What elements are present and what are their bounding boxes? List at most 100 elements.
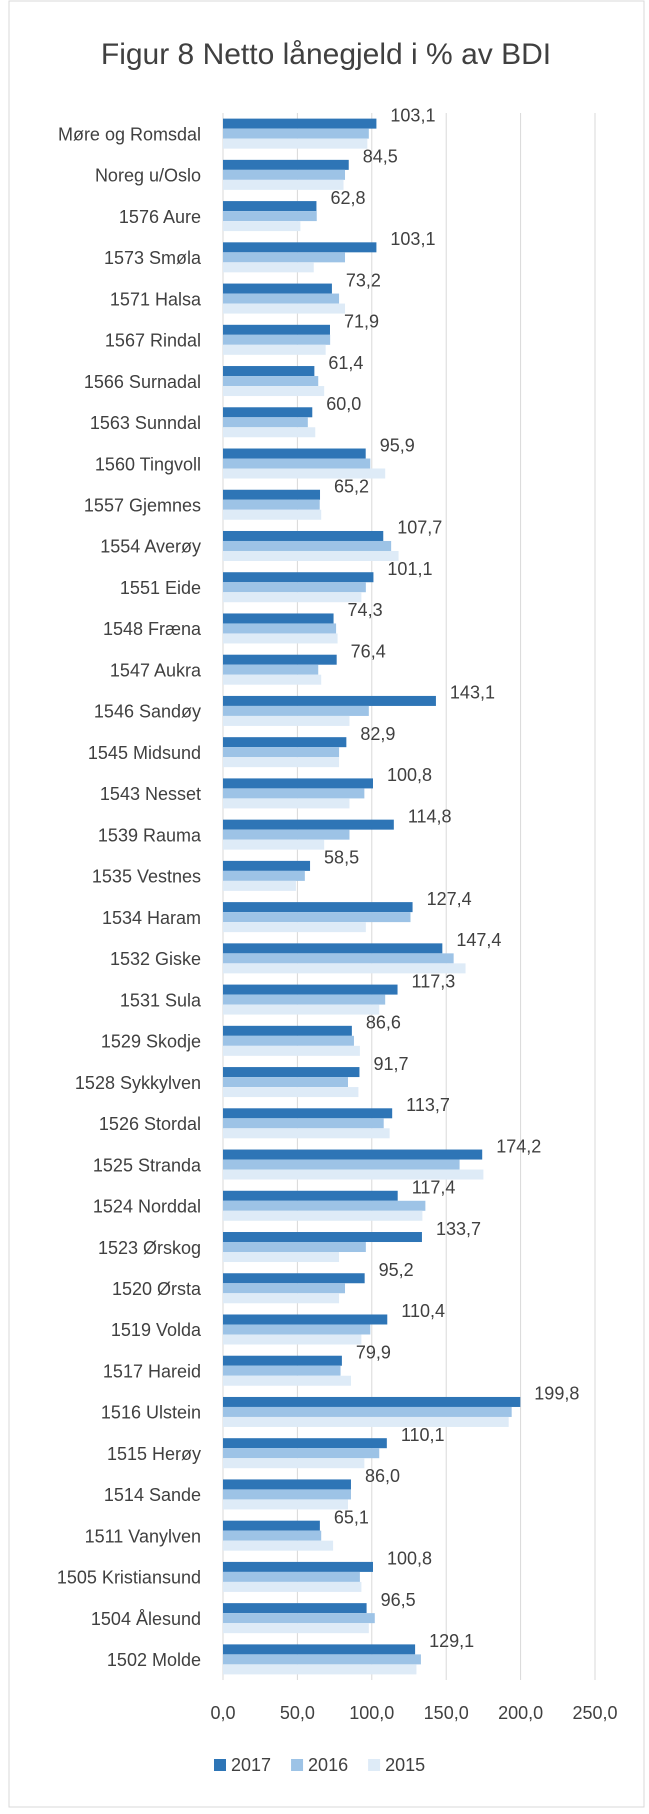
y-tick-label: 1554 Averøy <box>100 537 201 557</box>
data-label: 100,8 <box>387 1549 432 1569</box>
bar <box>223 468 386 479</box>
y-tick-label: 1547 Aukra <box>110 660 202 680</box>
y-tick-label: 1516 Ulstein <box>101 1403 201 1423</box>
bar <box>223 211 317 222</box>
y-tick-label: 1567 Rindal <box>105 331 201 351</box>
bar <box>223 1530 322 1541</box>
y-tick-label: 1566 Surnadal <box>84 372 201 392</box>
bar <box>223 1067 360 1078</box>
bar <box>223 829 350 840</box>
y-tick-label: 1502 Molde <box>107 1650 201 1670</box>
data-label: 117,3 <box>412 971 456 991</box>
bar <box>223 747 340 758</box>
bar <box>223 293 340 304</box>
bar <box>223 499 320 510</box>
bar <box>223 1232 422 1243</box>
bar <box>223 674 322 685</box>
bar <box>223 1416 509 1427</box>
bar <box>223 1438 387 1449</box>
data-label: 129,1 <box>429 1631 474 1651</box>
chart-title: Figur 8 Netto lånegjeld i % av BDI <box>101 38 551 71</box>
data-label: 86,0 <box>365 1466 400 1486</box>
y-tick-label: 1520 Ørsta <box>112 1279 202 1299</box>
bar <box>223 1169 484 1180</box>
bar <box>223 737 347 748</box>
bar <box>223 715 350 726</box>
y-tick-label: 1557 Gjemnes <box>84 496 201 516</box>
bar <box>223 1571 360 1582</box>
bar <box>223 1077 348 1088</box>
bar <box>223 1623 369 1634</box>
y-tick-label: 1515 Herøy <box>107 1444 201 1464</box>
y-tick-label: 1535 Vestnes <box>92 867 201 887</box>
bar <box>223 1479 351 1490</box>
bar <box>223 654 337 665</box>
y-tick-label: 1551 Eide <box>120 578 201 598</box>
legend-label: 2016 <box>308 1755 348 1775</box>
bar <box>223 664 319 675</box>
data-label: 65,2 <box>334 477 369 497</box>
bar <box>223 1561 373 1572</box>
data-label: 103,1 <box>390 229 435 249</box>
bar <box>223 1045 360 1056</box>
bar <box>223 1406 512 1417</box>
data-label: 117,4 <box>412 1178 456 1198</box>
y-tick-label: 1524 Norddal <box>93 1197 201 1217</box>
bar <box>223 324 330 335</box>
bar <box>223 1520 320 1531</box>
bar <box>223 366 315 377</box>
bar <box>223 138 368 149</box>
legend-swatch <box>214 1759 226 1771</box>
legend-label: 2015 <box>385 1755 425 1775</box>
bar <box>223 1293 340 1304</box>
y-tick-label: 1505 Kristiansund <box>57 1568 201 1588</box>
bar <box>223 344 326 355</box>
bar <box>223 1210 423 1221</box>
x-tick-label: 200,0 <box>498 1703 543 1723</box>
bar <box>223 283 332 294</box>
data-label: 82,9 <box>360 724 395 744</box>
data-label: 61,4 <box>328 353 363 373</box>
y-tick-label: 1504 Ålesund <box>91 1609 201 1629</box>
bar <box>223 1448 380 1459</box>
data-label: 174,2 <box>496 1136 541 1156</box>
bar <box>223 1273 365 1284</box>
bar <box>223 1035 354 1046</box>
bar <box>223 1324 371 1335</box>
data-label: 147,4 <box>456 930 501 950</box>
bar <box>223 592 362 603</box>
data-label: 101,1 <box>387 559 432 579</box>
bar <box>223 1190 398 1201</box>
data-label: 91,7 <box>373 1054 408 1074</box>
bar <box>223 922 366 933</box>
bar <box>223 994 386 1005</box>
bar <box>223 407 313 418</box>
legend-swatch <box>291 1759 304 1771</box>
data-label: 95,9 <box>380 435 415 455</box>
bar <box>223 695 436 706</box>
bar <box>223 953 454 964</box>
bar <box>223 623 337 634</box>
bar <box>223 386 325 397</box>
bar <box>223 613 334 624</box>
x-tick-label: 0,0 <box>210 1703 235 1723</box>
data-label: 127,4 <box>427 889 472 909</box>
bar <box>223 757 340 768</box>
y-tick-label: Noreg u/Oslo <box>95 166 201 186</box>
bar <box>223 1149 483 1160</box>
bar <box>223 860 311 871</box>
bar <box>223 839 325 850</box>
bar <box>223 819 394 830</box>
bar <box>223 1355 342 1366</box>
data-label: 96,5 <box>381 1590 416 1610</box>
y-tick-label: 1539 Rauma <box>98 825 202 845</box>
data-label: 60,0 <box>326 394 361 414</box>
bar <box>223 1159 460 1170</box>
bar <box>223 1458 365 1469</box>
bar <box>223 303 346 314</box>
bar <box>223 633 338 644</box>
bar <box>223 902 413 913</box>
data-label: 110,1 <box>401 1425 445 1445</box>
bar <box>223 417 308 428</box>
